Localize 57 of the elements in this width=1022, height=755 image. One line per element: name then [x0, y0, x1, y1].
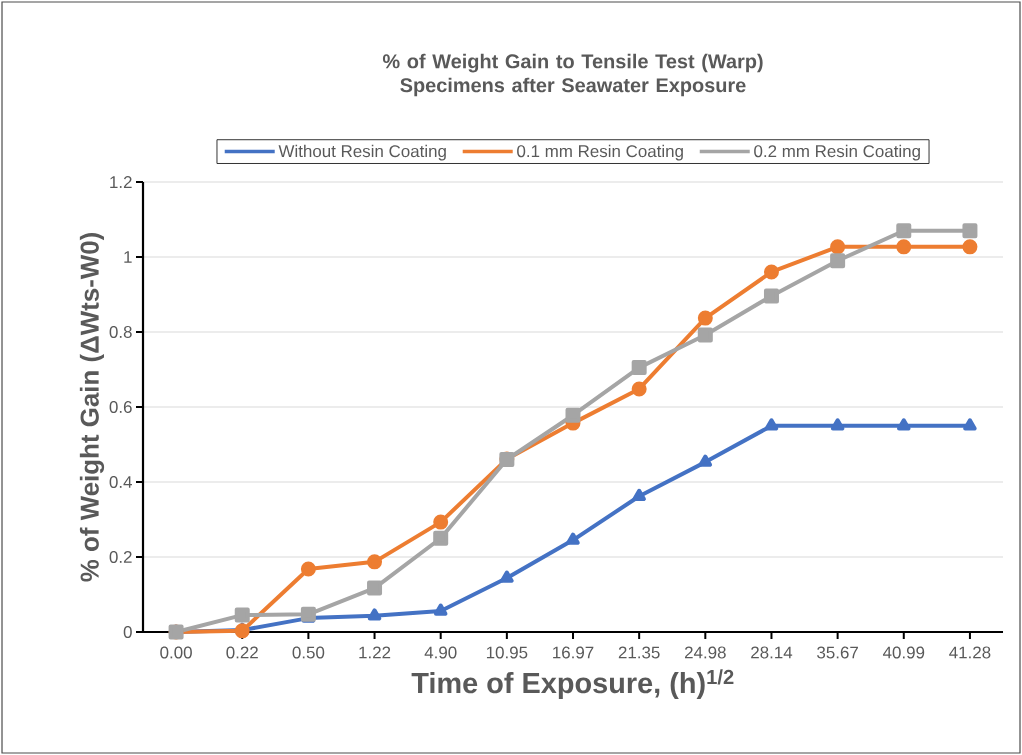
x-tick-label: 0.22: [226, 646, 258, 659]
x-tick-label: 4.90: [424, 646, 457, 659]
legend-label: Without Resin Coating: [278, 144, 446, 161]
x-tick-label: 41.28: [949, 646, 991, 659]
y-tick-label: 0.2: [109, 550, 132, 563]
point: [897, 418, 911, 431]
x-tick-label: 0.00: [160, 646, 192, 659]
point: [433, 603, 448, 616]
x-tick-label: 1.22: [359, 646, 391, 659]
point: [367, 580, 383, 596]
point: [566, 532, 580, 545]
y-tick-label: 1: [124, 251, 132, 263]
x-tick-label: 0.50: [292, 646, 325, 659]
point: [963, 418, 977, 431]
point: [500, 570, 514, 583]
point: [300, 561, 316, 577]
x-tick-label: 24.98: [684, 646, 726, 659]
point: [697, 327, 713, 343]
point: [234, 607, 250, 623]
y-axis-title: % of Weight Gain (ΔWts-W0): [79, 232, 105, 582]
point: [631, 360, 647, 376]
x-tick-label: 40.99: [882, 646, 925, 659]
chart-title: % of Weight Gain to Tensile Test (Warp) Specimens after Seawater Exposure: [382, 53, 763, 97]
point: [763, 264, 779, 280]
point: [697, 310, 713, 326]
point: [367, 608, 382, 621]
x-tick-label: 35.67: [817, 646, 858, 659]
x-tick-label: 28.14: [751, 646, 793, 659]
point: [830, 239, 846, 255]
point: [830, 418, 845, 431]
point: [433, 530, 449, 546]
y-tick-label: 0.8: [109, 325, 132, 338]
point: [565, 407, 581, 423]
x-tick-label: 10.95: [486, 646, 528, 659]
point: [896, 239, 912, 255]
point: [300, 606, 316, 622]
y-tick-label: 1.2: [110, 176, 132, 188]
legend-label: 0.1 mm Resin Coating: [517, 144, 683, 161]
point: [433, 514, 449, 530]
x-tick-label: 16.97: [553, 646, 594, 659]
legend-label: 0.2 mm Resin Coating: [754, 144, 920, 161]
point: [764, 418, 779, 431]
point: [962, 223, 978, 239]
point: [234, 623, 250, 639]
point: [367, 554, 383, 570]
point: [962, 239, 978, 255]
point: [896, 223, 912, 239]
y-tick-label: 0.6: [109, 400, 132, 413]
point: [830, 253, 846, 269]
point: [631, 381, 647, 397]
y-tick-label: 0: [123, 625, 132, 638]
x-tick-label: 21.35: [618, 646, 660, 659]
point: [698, 454, 713, 467]
y-tick-label: 0.4: [109, 475, 132, 488]
x-axis-title: Time of Exposure, (h)$^{1/2}$: [411, 669, 734, 699]
point: [632, 488, 646, 501]
point: [763, 288, 779, 304]
